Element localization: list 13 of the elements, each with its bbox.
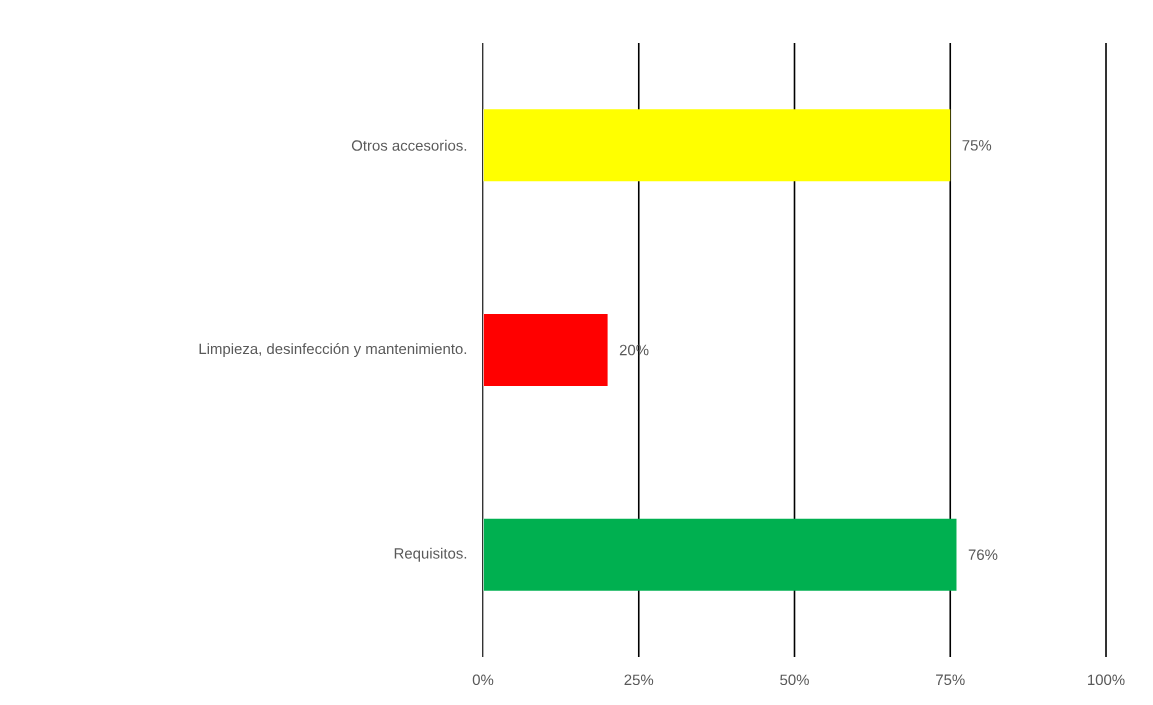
x-tick-label: 25% xyxy=(624,674,654,686)
x-tick-label: 100% xyxy=(1088,674,1125,686)
bar xyxy=(483,518,957,591)
bar xyxy=(483,314,608,386)
y-tick-label: Limpieza, desinfección y mantenimiento. xyxy=(199,342,467,358)
y-tick-label: Otros accesorios. xyxy=(351,139,467,151)
x-tick-label: 50% xyxy=(780,674,809,686)
data-label: 75% xyxy=(962,140,992,151)
bar xyxy=(483,109,951,182)
data-label: 76% xyxy=(968,549,998,560)
x-tick-label: 0% xyxy=(472,674,494,686)
x-tick-label: 75% xyxy=(936,674,965,686)
y-tick-label: Requisitos. xyxy=(394,547,467,562)
